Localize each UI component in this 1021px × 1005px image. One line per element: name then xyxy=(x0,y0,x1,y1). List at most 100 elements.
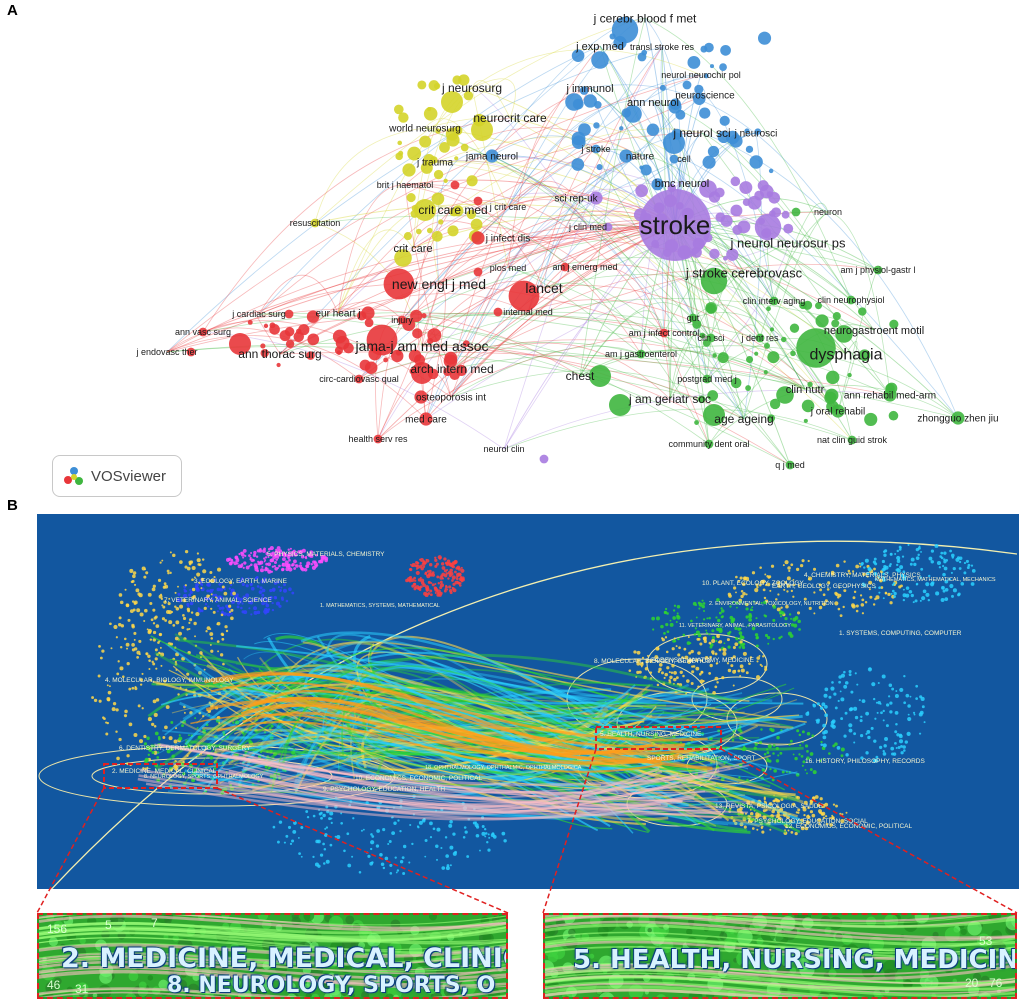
overlay-point xyxy=(808,606,812,610)
network-link xyxy=(527,46,663,313)
overlay-point xyxy=(264,611,267,615)
overlay-point xyxy=(643,676,646,679)
overlay-point xyxy=(921,596,926,601)
overlay-label-right: 8. MOLECULAR, BIOLOGY, GENETICS xyxy=(594,658,711,665)
zoom-flow-line xyxy=(545,975,1015,997)
overlay-point xyxy=(701,622,704,625)
overlay-point xyxy=(748,618,753,622)
overlay-point xyxy=(217,604,220,608)
overlay-point xyxy=(249,556,252,559)
overlay-point xyxy=(126,647,129,650)
network-node-minor xyxy=(343,342,354,354)
overlay-point xyxy=(665,622,669,627)
overlay-point xyxy=(873,567,876,571)
overlay-point xyxy=(828,752,831,755)
overlay-point xyxy=(139,683,143,686)
network-link xyxy=(424,115,685,160)
overlay-label-right: EARTH, GEOLOGY, GEOPHYSICS xyxy=(772,583,876,590)
overlay-point xyxy=(267,766,271,770)
overlay-point xyxy=(277,840,280,844)
overlay-point xyxy=(819,706,824,710)
panel-label-a: A xyxy=(7,2,18,19)
overlay-point xyxy=(219,653,224,657)
overlay-point xyxy=(798,584,801,587)
overlay-point xyxy=(664,611,667,614)
overlay-point xyxy=(739,634,743,638)
network-node xyxy=(637,52,647,62)
overlay-point xyxy=(411,842,414,846)
overlay-point xyxy=(679,670,683,674)
overlay-point xyxy=(111,707,116,712)
overlay-point xyxy=(843,670,846,674)
overlay-point xyxy=(291,591,295,595)
overlay-point xyxy=(891,589,895,593)
zoom-flow-line xyxy=(545,923,1015,947)
network-link xyxy=(314,215,879,271)
network-node-minor xyxy=(888,410,899,421)
overlay-point xyxy=(202,729,207,734)
overlay-point xyxy=(760,601,763,604)
overlay-point xyxy=(221,585,225,589)
network-node-minor xyxy=(307,333,320,346)
overlay-point xyxy=(943,551,947,555)
overlay-point xyxy=(431,583,435,587)
network-node-minor xyxy=(619,126,624,131)
overlay-point xyxy=(861,598,865,602)
overlay-point xyxy=(872,560,876,564)
network-node-label: postgrad med j xyxy=(677,374,737,384)
overlay-point xyxy=(195,586,200,591)
overlay-point xyxy=(221,637,225,641)
overlay-point xyxy=(226,612,231,617)
overlay-point xyxy=(784,617,788,621)
network-node-minor xyxy=(719,63,727,71)
overlay-point xyxy=(815,720,820,724)
overlay-point xyxy=(676,605,681,609)
overlay-point xyxy=(759,583,762,587)
overlay-point xyxy=(479,849,481,852)
zoom-texture-dot xyxy=(784,961,790,968)
overlay-point xyxy=(813,612,816,615)
network-node-minor xyxy=(397,140,403,146)
overlay-point xyxy=(813,591,816,594)
overlay-point xyxy=(446,864,450,867)
network-link xyxy=(471,80,511,119)
overlay-point xyxy=(241,577,244,581)
overlay-point xyxy=(775,759,780,763)
overlay-point xyxy=(379,853,383,857)
network-link xyxy=(202,117,511,333)
network-node-label: cell xyxy=(677,154,691,164)
overlay-point xyxy=(930,560,934,564)
zoom-flow-line xyxy=(545,915,1015,929)
overlay-point xyxy=(113,624,118,630)
overlay-point xyxy=(782,564,785,567)
network-node-minor xyxy=(847,372,852,378)
network-node-minor xyxy=(433,169,444,180)
overlay-point xyxy=(790,617,793,620)
overlay-point xyxy=(792,595,795,598)
overlay-point xyxy=(168,620,173,625)
overlay-point xyxy=(174,591,177,594)
overlay-point xyxy=(389,872,393,875)
network-node-minor xyxy=(766,191,773,198)
network-link xyxy=(401,319,710,445)
overlay-point xyxy=(487,833,490,836)
overlay-point xyxy=(267,555,270,559)
overlay-point xyxy=(661,671,664,675)
network-node-minor xyxy=(383,357,389,363)
overlay-point xyxy=(120,624,125,628)
overlay-point xyxy=(203,668,206,671)
overlay-point xyxy=(278,564,281,568)
network-node-minor xyxy=(453,125,463,136)
network-link xyxy=(507,87,591,269)
overlay-point xyxy=(801,741,804,744)
overlay-point xyxy=(166,749,171,754)
overlay-point xyxy=(888,695,891,698)
zoom-flow-line xyxy=(545,920,1015,942)
network-node-minor xyxy=(463,91,474,101)
overlay-point xyxy=(848,572,852,575)
overlay-point xyxy=(923,721,926,724)
overlay-point xyxy=(269,598,272,601)
overlay-point xyxy=(133,583,137,586)
overlay-point xyxy=(261,601,265,606)
network-link xyxy=(401,87,591,321)
